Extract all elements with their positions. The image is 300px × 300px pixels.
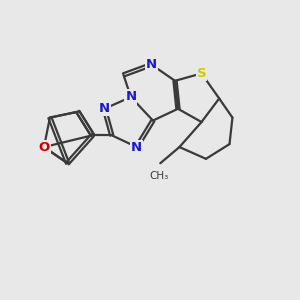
Text: S: S	[197, 67, 206, 80]
Text: N: N	[131, 141, 142, 154]
Text: CH₃: CH₃	[149, 171, 169, 181]
Text: N: N	[146, 58, 157, 71]
Text: N: N	[125, 91, 136, 103]
Text: N: N	[99, 102, 110, 115]
Text: O: O	[38, 141, 50, 154]
